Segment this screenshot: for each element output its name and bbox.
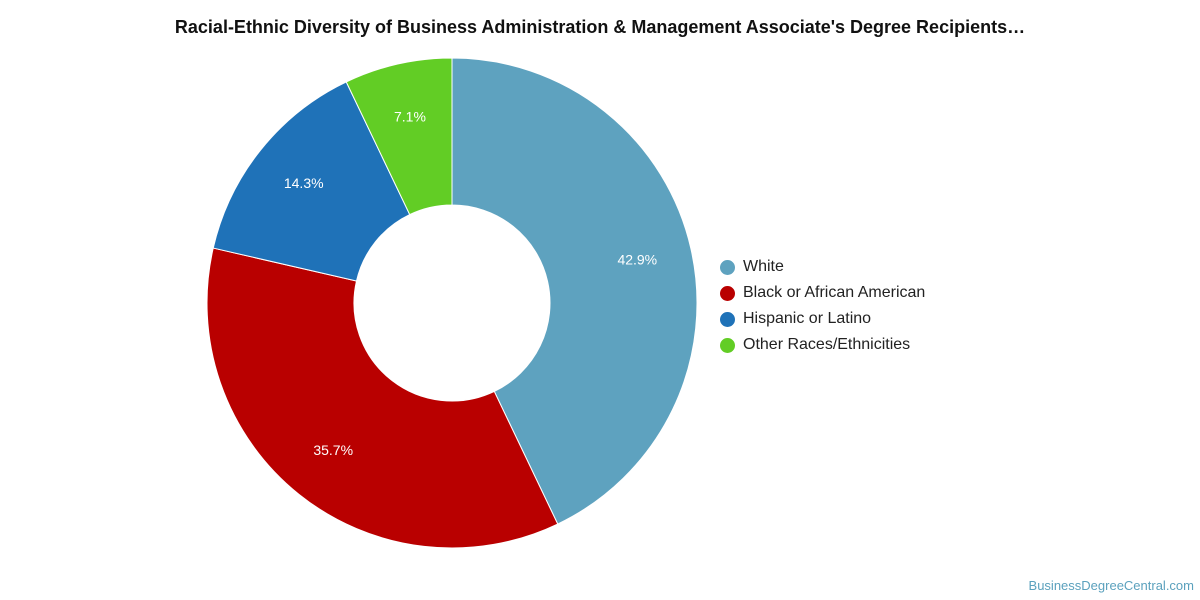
data-label-hispanic-or-latino: 14.3% bbox=[284, 175, 324, 191]
legend-swatch-hispanic-or-latino bbox=[720, 311, 735, 327]
legend-item-other-races-ethnicities[interactable]: Other Races/Ethnicities bbox=[720, 332, 925, 358]
chart-data-labels: 42.9% 35.7% 14.3% 7.1% bbox=[284, 108, 657, 458]
source-credit[interactable]: BusinessDegreeCentral.com bbox=[1028, 578, 1194, 593]
data-label-other-races-ethnicities: 7.1% bbox=[394, 108, 426, 124]
slice-other-races-ethnicities[interactable] bbox=[345, 57, 453, 216]
legend-label-black-or-african-american: Black or African American bbox=[743, 284, 926, 301]
legend-item-white[interactable]: White bbox=[720, 254, 925, 280]
slice-white[interactable] bbox=[451, 57, 698, 525]
slice-black-or-african-american[interactable] bbox=[206, 247, 559, 549]
legend-swatch-other-races-ethnicities bbox=[720, 337, 735, 353]
slice-hispanic-or-latino[interactable] bbox=[212, 81, 411, 282]
legend-item-black-or-african-american[interactable]: Black or African American bbox=[720, 280, 925, 306]
legend-swatch-black-or-african-american bbox=[720, 285, 735, 301]
data-label-white: 42.9% bbox=[617, 252, 657, 268]
chart-title: Racial-Ethnic Diversity of Business Admi… bbox=[174, 17, 1026, 37]
legend-label-hispanic-or-latino: Hispanic or Latino bbox=[743, 310, 872, 327]
chart-slices bbox=[206, 57, 698, 549]
data-label-black-or-african-american: 35.7% bbox=[313, 442, 353, 458]
chart-legend: White Black or African American Hispanic… bbox=[720, 254, 925, 358]
legend-label-other-races-ethnicities: Other Races/Ethnicities bbox=[743, 336, 911, 353]
legend-label-white: White bbox=[743, 258, 784, 275]
legend-swatch-white bbox=[720, 259, 735, 275]
legend-item-hispanic-or-latino[interactable]: Hispanic or Latino bbox=[720, 306, 925, 332]
